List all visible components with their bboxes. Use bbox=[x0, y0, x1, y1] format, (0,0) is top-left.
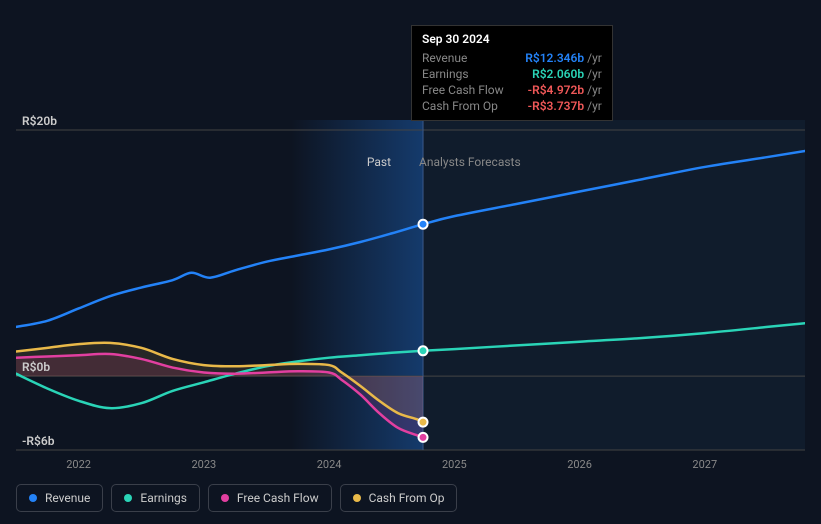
tooltip-metric-value: R$2.060b bbox=[532, 67, 584, 81]
chart-tooltip: Sep 30 2024 RevenueR$12.346b /yrEarnings… bbox=[411, 25, 613, 121]
legend-label: Earnings bbox=[140, 491, 187, 505]
chart-legend: Revenue Earnings Free Cash Flow Cash From O… bbox=[16, 484, 457, 512]
tooltip-metric-label: Cash From Op bbox=[422, 99, 498, 113]
legend-label: Cash From Op bbox=[369, 491, 445, 505]
legend-dot-icon bbox=[29, 494, 37, 502]
legend-item-cfo[interactable]: Cash From Op bbox=[340, 484, 458, 512]
tooltip-unit: /yr bbox=[587, 51, 602, 65]
x-axis-label: 2024 bbox=[317, 458, 342, 471]
x-axis-label: 2025 bbox=[442, 458, 467, 471]
x-axis-label: 2023 bbox=[191, 458, 216, 471]
tooltip-row: Cash From Op -R$3.737b /yr bbox=[422, 98, 602, 114]
legend-label: Free Cash Flow bbox=[237, 491, 319, 505]
tooltip-metric-label: Revenue bbox=[422, 51, 467, 65]
x-axis-label: 2026 bbox=[567, 458, 592, 471]
legend-item-fcf[interactable]: Free Cash Flow bbox=[208, 484, 332, 512]
legend-label: Revenue bbox=[45, 491, 90, 505]
x-axis-label: 2027 bbox=[692, 458, 717, 471]
y-axis-label: R$20b bbox=[22, 114, 57, 128]
tooltip-metric-label: Earnings bbox=[422, 67, 469, 81]
y-axis-label: -R$6b bbox=[22, 434, 54, 448]
tooltip-metric-value: -R$4.972b bbox=[528, 83, 584, 97]
past-label: Past bbox=[367, 155, 391, 169]
tooltip-metric-label: Free Cash Flow bbox=[422, 83, 504, 97]
tooltip-metric-value: -R$3.737b bbox=[528, 99, 584, 113]
legend-dot-icon bbox=[353, 494, 361, 502]
y-axis-label: R$0b bbox=[22, 360, 50, 374]
legend-dot-icon bbox=[124, 494, 132, 502]
tooltip-row: Free Cash Flow -R$4.972b /yr bbox=[422, 82, 602, 98]
tooltip-date: Sep 30 2024 bbox=[422, 32, 602, 50]
tooltip-unit: /yr bbox=[587, 83, 602, 97]
legend-item-revenue[interactable]: Revenue bbox=[16, 484, 103, 512]
legend-dot-icon bbox=[221, 494, 229, 502]
forecast-label: Analysts Forecasts bbox=[419, 155, 521, 169]
tooltip-metric-value: R$12.346b bbox=[525, 51, 584, 65]
legend-item-earnings[interactable]: Earnings bbox=[111, 484, 200, 512]
tooltip-unit: /yr bbox=[587, 67, 602, 81]
tooltip-unit: /yr bbox=[587, 99, 602, 113]
x-axis-label: 2022 bbox=[66, 458, 91, 471]
tooltip-row: Revenue R$12.346b /yr bbox=[422, 50, 602, 66]
tooltip-row: Earnings R$2.060b /yr bbox=[422, 66, 602, 82]
